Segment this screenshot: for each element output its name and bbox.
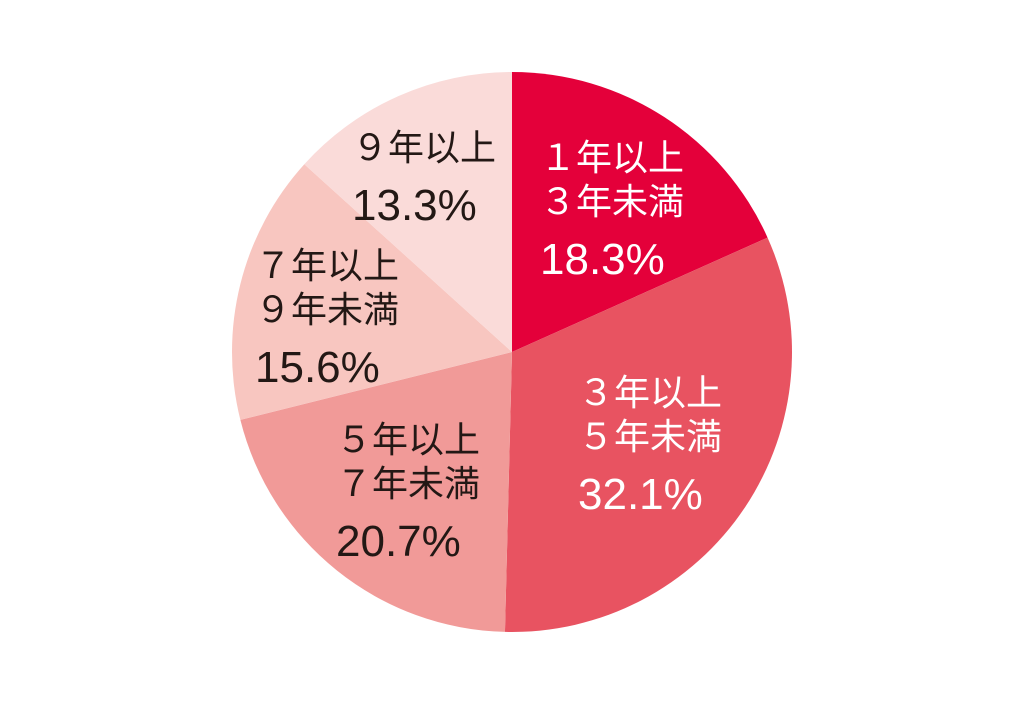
slice-value-label: 13.3% (352, 181, 477, 230)
slice-category-label: ９年未満 (255, 290, 399, 331)
slice-category-label: ９年以上 (352, 128, 496, 169)
slice-category-label: ５年以上 (336, 420, 480, 461)
pie-slice-2 (504, 237, 792, 632)
slice-label-5: ９年以上 13.3% (352, 128, 496, 230)
slice-value-label: 32.1% (578, 470, 703, 519)
pie-slice-4 (231, 164, 512, 420)
slice-category-label: ５年未満 (578, 417, 722, 458)
slice-category-label: ７年以上 (255, 246, 399, 287)
slice-value-label: 18.3% (540, 235, 665, 284)
slice-category-label: ３年以上 (578, 373, 722, 414)
slice-category-label: ７年未満 (336, 464, 480, 505)
pie-slice-5 (304, 72, 512, 352)
pie-slice-3 (240, 352, 513, 632)
slice-category-label: １年以上 (540, 138, 684, 179)
slice-value-label: 20.7% (336, 517, 461, 566)
slice-value-label: 15.6% (255, 343, 380, 392)
slice-category-label: ３年未満 (540, 182, 684, 223)
pie-slice-1 (512, 72, 768, 352)
